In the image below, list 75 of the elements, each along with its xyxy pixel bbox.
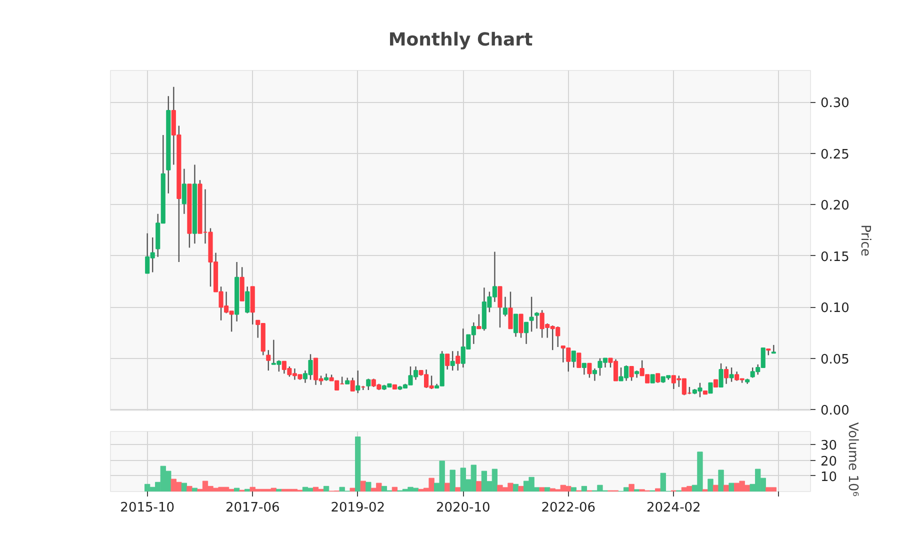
- x-tick-label: 2022-06: [541, 500, 596, 516]
- candlestick: [729, 366, 734, 382]
- candlestick: [182, 168, 186, 214]
- bar: [450, 470, 456, 492]
- bar: [708, 478, 714, 492]
- candlestick: [771, 344, 776, 354]
- y-axis-title: Volume 10⁶: [845, 422, 860, 497]
- candlestick: [513, 314, 518, 338]
- y-tick-label: 30: [820, 438, 838, 454]
- bar: [628, 484, 634, 492]
- bar: [476, 481, 482, 492]
- x-tick-label: 2017-06: [225, 500, 280, 516]
- candlestick: [245, 286, 250, 314]
- bar: [392, 486, 398, 492]
- bar: [234, 488, 240, 492]
- bar: [181, 482, 188, 492]
- bar: [186, 486, 192, 492]
- bar: [539, 487, 545, 492]
- candlestick: [356, 370, 360, 394]
- candlestick: [476, 314, 482, 330]
- y-tick-label: 10: [820, 470, 838, 485]
- bar: [581, 486, 588, 492]
- candlestick: [571, 350, 576, 368]
- candlestick: [366, 378, 371, 391]
- bar: [192, 488, 198, 492]
- bar: [355, 436, 361, 492]
- bar: [276, 488, 282, 492]
- candlestick: [724, 366, 729, 384]
- candlestick: [456, 350, 460, 372]
- bar: [360, 480, 366, 492]
- bar: [718, 470, 724, 492]
- candlestick: [508, 291, 513, 330]
- bar: [512, 484, 519, 492]
- y-axis-title: Price: [857, 224, 872, 256]
- candlestick: [502, 296, 508, 317]
- y-tick-label: 0.25: [820, 147, 850, 162]
- y-tick-label: 0.05: [820, 352, 850, 368]
- bar: [366, 482, 372, 492]
- candlestick: [350, 377, 355, 392]
- y-tick-label: 0.20: [820, 198, 850, 214]
- candlestick: [240, 266, 244, 302]
- bar: [570, 487, 576, 492]
- x-tick-label: 2019-02: [330, 500, 386, 516]
- candlestick: [587, 362, 592, 378]
- y-tick-label: 20: [820, 454, 838, 470]
- candlestick: [582, 362, 586, 376]
- y-tick-label: 0.15: [820, 250, 850, 265]
- candlestick: [576, 352, 582, 368]
- candlestick: [266, 349, 271, 372]
- candlestick: [708, 382, 713, 394]
- bar: [655, 488, 661, 492]
- candlestick: [592, 368, 597, 382]
- bar: [728, 482, 734, 492]
- x-tick-label: 2015-10: [120, 500, 175, 516]
- y-tick-label: 0.10: [820, 301, 850, 316]
- candlestick: [518, 314, 524, 338]
- candlestick: [534, 312, 540, 330]
- y-tick-label: 0.30: [820, 96, 850, 112]
- candlestick: [498, 286, 502, 328]
- chart-title: Monthly Chart: [388, 30, 534, 50]
- bar: [518, 486, 524, 492]
- candlestick: [718, 362, 724, 388]
- x-tick-label: 2020-10: [436, 500, 490, 516]
- bar: [350, 488, 356, 492]
- candlestick: [445, 354, 450, 370]
- candlestick: [524, 322, 529, 345]
- bar: [455, 487, 461, 492]
- y-tick-label: 0.00: [820, 403, 850, 418]
- bar: [323, 486, 330, 492]
- bar: [544, 487, 550, 492]
- candlestick: [656, 373, 660, 384]
- candlestick: [629, 366, 634, 382]
- candlestick: [450, 350, 455, 372]
- x-tick-label: 2024-02: [646, 500, 701, 516]
- candlestick: [529, 296, 534, 332]
